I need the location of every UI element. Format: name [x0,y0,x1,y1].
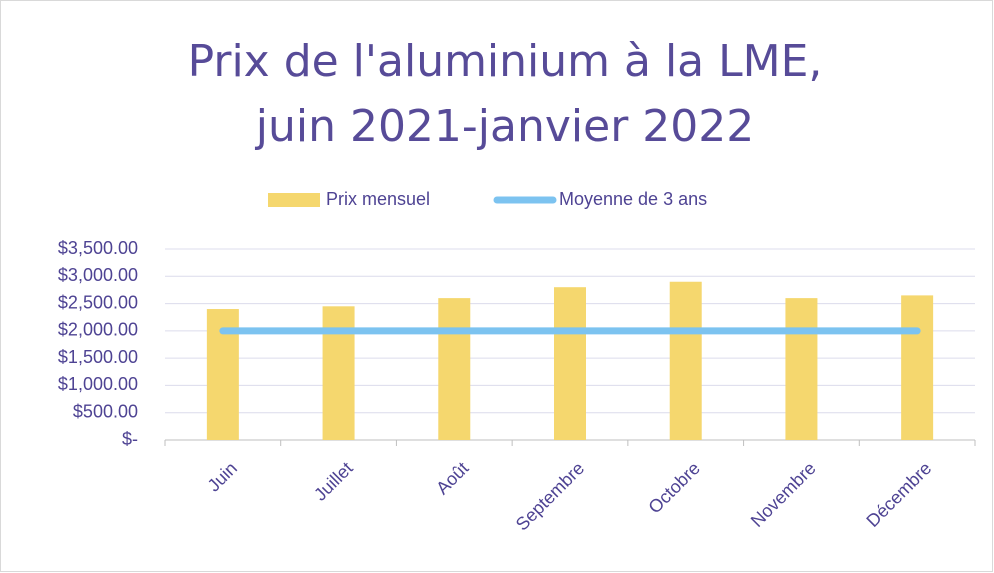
legend-label: Moyenne de 3 ans [559,189,707,209]
y-tick-label: $2,000.00 [58,320,138,340]
y-tick-label: $1,500.00 [58,347,138,367]
bar [438,298,471,440]
legend-label: Prix mensuel [326,189,430,209]
y-tick-label: $3,500.00 [58,238,138,258]
chart-title: juin 2021-janvier 2022 [255,101,755,152]
bar [785,298,818,440]
bar [322,306,355,440]
y-tick-label: $1,000.00 [58,374,138,394]
bar [901,295,934,440]
y-tick-label: $2,500.00 [58,292,138,312]
y-tick-label: $500.00 [73,401,138,421]
y-tick-label: $3,000.00 [58,265,138,285]
chart-title: Prix de l'aluminium à la LME, [188,36,823,87]
y-tick-label: $- [122,429,138,449]
bar [554,287,586,440]
bar [669,281,702,440]
legend-swatch [268,193,320,207]
